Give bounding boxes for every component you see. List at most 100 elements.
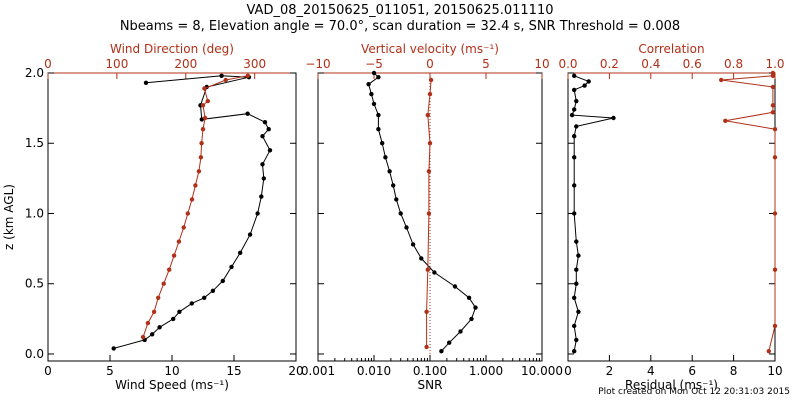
panel-2-bottom-axis-label: SNR xyxy=(418,378,443,392)
panel-2-series-1-point xyxy=(469,316,474,322)
y-axis-label: z (km AGL) xyxy=(2,184,16,250)
panel-2-series-1-point xyxy=(371,101,377,107)
panel-3-bottom-tick-label: 0 xyxy=(564,364,572,378)
panel-1-series-2-point xyxy=(181,225,186,230)
panel-3-series-2-point xyxy=(719,77,724,83)
chart-title: VAD_08_20150625_011051, 20150625.011110 xyxy=(246,3,554,18)
panel-3-series-1-point xyxy=(572,107,577,112)
panel-3-series-1-point xyxy=(572,295,577,300)
panel-1-series-1-point xyxy=(267,148,273,153)
panel-2-series-1-point xyxy=(452,284,458,289)
panel-3-series-1-point xyxy=(574,267,579,272)
y-tick-label: 0.0 xyxy=(25,347,44,361)
panel-3-series-1-point xyxy=(572,323,577,329)
plot-creation-note: Plot created on Mon Oct 12 20:31:03 2015 xyxy=(598,387,790,397)
panel-1-series-1-point xyxy=(157,325,162,330)
panel-1-series-1-point xyxy=(261,176,266,181)
panel-1-series-1-point xyxy=(220,278,225,284)
panel-2-series-1-point xyxy=(376,127,381,132)
panel-3-series-1-point xyxy=(572,211,577,216)
y-tick-label: 0.5 xyxy=(25,277,44,291)
panel-1-series-2-point xyxy=(198,155,204,160)
panel-1-series-1-point xyxy=(238,250,243,255)
panel-2-series-1-point xyxy=(419,256,424,261)
chart-subtitle: Nbeams = 8, Elevation angle = 70.0°, sca… xyxy=(119,19,681,34)
panel-2-series-1-point xyxy=(466,295,472,300)
panel-1-series-1-point xyxy=(266,127,271,132)
panel-3-top-tick-label: 0.2 xyxy=(600,57,619,71)
panel-3-series-1-point xyxy=(574,281,579,286)
panel-1-series-2-point xyxy=(171,253,177,258)
panel-3-series-1-point xyxy=(586,79,591,84)
panel-3-series-1-point xyxy=(576,309,581,314)
panel-1-top-tick-label: 200 xyxy=(174,57,197,71)
panel-1-series-1-point xyxy=(262,120,268,125)
panel-2-series-1-point xyxy=(439,349,444,354)
panel-1-series-1-point xyxy=(189,301,194,306)
panel-3-series-2-point xyxy=(766,349,771,354)
panel-1-series-2-point xyxy=(185,211,190,216)
panel-2-series-1-point xyxy=(432,270,437,275)
panel-3-series-2-point xyxy=(770,84,776,90)
panel-3-series-2-point xyxy=(772,211,778,216)
panel-1-series-2-point xyxy=(205,98,210,104)
panel-2-top-tick-label: −5 xyxy=(365,57,383,71)
panel-3-top-axis-label: Correlation xyxy=(638,42,704,56)
panel-2-series-1-point xyxy=(410,242,416,247)
panel-1-series-2-point xyxy=(145,320,151,326)
panel-2-series-1-point xyxy=(380,141,385,146)
panel-3-series-1-point xyxy=(569,112,575,118)
panel-1-series-2-point xyxy=(245,73,250,79)
panel-2-top-tick-label: −10 xyxy=(305,57,330,71)
panel-1-series-2-point xyxy=(140,334,146,340)
panel-2-bottom-tick-label: 0.010 xyxy=(357,364,391,378)
panel-1-series-2-point xyxy=(151,309,157,314)
panel-2-series-1-point xyxy=(371,70,377,76)
panel-2-bottom-tick-label: 0.001 xyxy=(301,364,335,378)
panel-2-series-1-point xyxy=(404,225,409,230)
panel-1-bottom-tick-label: 20 xyxy=(288,364,303,378)
panel-2-series-1-point xyxy=(458,329,463,334)
panel-1-series-1-point xyxy=(210,288,216,293)
panel-1-series-2-point xyxy=(199,141,204,146)
panel-1-series-2-point xyxy=(176,239,182,244)
panel-2-series-1-point xyxy=(394,197,399,202)
panel-3-series-1-point xyxy=(576,253,581,258)
panel-3-series-1-point xyxy=(582,83,587,88)
panel-1-series-1-point xyxy=(202,295,207,300)
panel-3-bottom-tick-label: 4 xyxy=(647,364,655,378)
panel-2-series-2-point xyxy=(426,169,432,174)
panel-2-series-2-point xyxy=(428,77,434,83)
y-tick-label: 1.0 xyxy=(25,206,44,220)
panel-1-series-1-point xyxy=(219,73,224,79)
panel-1-top-axis-label: Wind Direction (deg) xyxy=(110,42,234,56)
panel-2-top-axis-label: Vertical velocity (ms⁻¹) xyxy=(361,42,499,56)
panel-1-series-1-point xyxy=(260,134,265,139)
panel-1-series-1-point xyxy=(150,332,155,337)
panel-2-series-1-point xyxy=(376,75,381,80)
panel-2-bottom-tick-label: 10.000 xyxy=(521,364,563,378)
panel-3-series-2-point xyxy=(772,127,778,132)
panel-3-series-1-point xyxy=(572,183,577,188)
panel-1-series-2-point xyxy=(200,103,206,108)
panel-1-series-1-point xyxy=(255,211,260,216)
panel-1-top-tick-label: 0 xyxy=(44,57,52,71)
panel-3-bottom-tick-label: 8 xyxy=(730,364,738,378)
panel-2-series-2-point xyxy=(424,309,429,314)
panel-3-series-1-point xyxy=(572,73,577,79)
panel-1-top-tick-label: 100 xyxy=(105,57,128,71)
panel-1-top-tick-label: 300 xyxy=(243,57,266,71)
panel-1-series-2-point xyxy=(202,86,207,91)
panel-3-frame xyxy=(567,72,776,362)
panel-3-series-1-line xyxy=(571,75,614,352)
panel-3-series-1-point xyxy=(572,349,577,354)
panel-1-series-2-point xyxy=(156,295,161,300)
panel-2-series-1-point xyxy=(391,183,396,188)
panel-1-series-2-point xyxy=(161,281,166,286)
panel-2-series-1-point xyxy=(398,211,403,216)
panel-2-top-tick-label: 5 xyxy=(482,57,490,71)
panel-3-top-tick-label: 0.6 xyxy=(683,57,702,71)
panel-2-series-1-point xyxy=(369,91,374,97)
panel-3-top-tick-label: 0.8 xyxy=(724,57,743,71)
panel-1-series-1-point xyxy=(247,232,253,237)
